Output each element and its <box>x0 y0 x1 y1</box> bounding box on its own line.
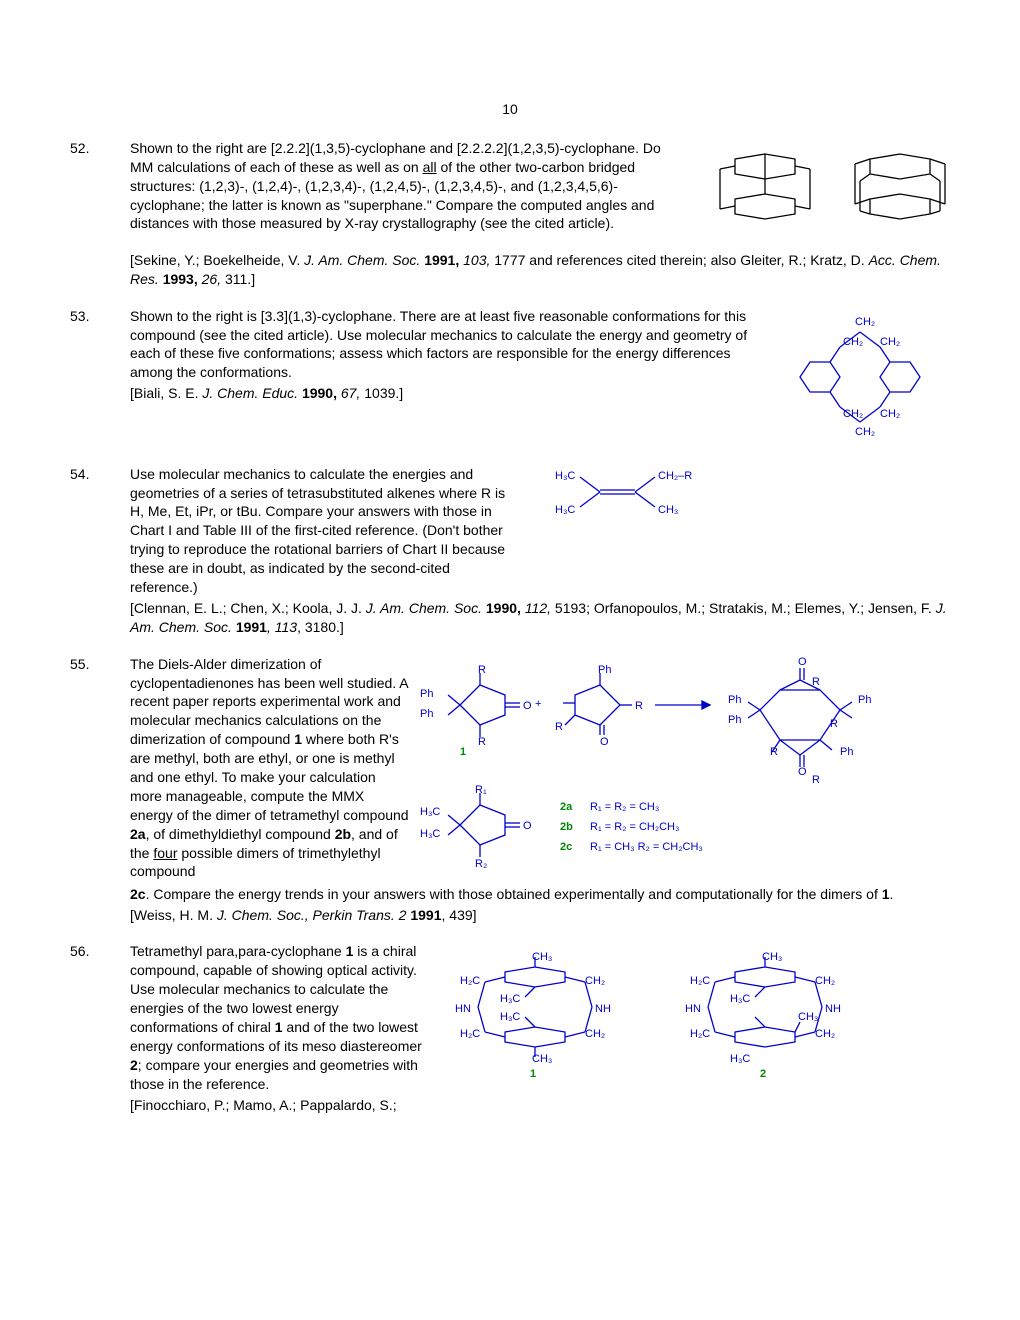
cyclophane-figure <box>690 139 950 249</box>
svg-text:CH₃: CH₃ <box>658 504 678 516</box>
svg-text:H₃C: H₃C <box>500 1011 520 1023</box>
problem-52: 52. Shown to the right are [2.2.2](1,3,5… <box>70 139 950 289</box>
svg-text:H₃C: H₃C <box>420 828 440 840</box>
alkene-figure: H₃C H₃C CH₂–R CH₃ <box>530 465 700 525</box>
svg-text:Ph: Ph <box>728 694 741 706</box>
svg-text:CH₂: CH₂ <box>815 1028 835 1040</box>
svg-text:R: R <box>635 700 643 712</box>
svg-text:CH₃: CH₃ <box>798 1011 818 1023</box>
svg-text:H₂C: H₂C <box>690 1028 710 1040</box>
svg-text:2a: 2a <box>560 801 573 813</box>
problem-55: 55. The Diels-Alder dimerization of cycl… <box>70 655 950 925</box>
cyclophane-33-figure: CH₂ CH₂ CH₂ CH₂ CH₂ CH₂ <box>780 307 950 447</box>
svg-text:1: 1 <box>460 746 466 758</box>
svg-text:2c: 2c <box>560 841 572 853</box>
problem-text: Use molecular mechanics to calculate the… <box>130 465 520 597</box>
item-number: 55. <box>70 655 130 674</box>
svg-text:NH: NH <box>825 1003 841 1015</box>
problem-text: Shown to the right are [2.2.2](1,3,5)-cy… <box>130 139 680 233</box>
svg-text:R₁ = R₂ = CH₂CH₃: R₁ = R₂ = CH₂CH₃ <box>590 821 679 833</box>
svg-text:H₃C: H₃C <box>420 806 440 818</box>
reference: [Clennan, E. L.; Chen, X.; Koola, J. J. … <box>130 599 950 637</box>
svg-text:Ph: Ph <box>598 664 611 676</box>
svg-text:1: 1 <box>530 1068 536 1080</box>
svg-text:R: R <box>555 721 563 733</box>
svg-text:H₃C: H₃C <box>500 993 520 1005</box>
page-number: 10 <box>70 100 950 119</box>
svg-text:R: R <box>478 664 486 676</box>
svg-text:2b: 2b <box>560 821 573 833</box>
paracyclophane-figure: CH₃ H₃C H₃C CH₃ H₂C H₂C CH₂ CH₂ HN NH 1 <box>440 942 900 1092</box>
svg-text:R: R <box>478 736 486 748</box>
svg-text:Ph: Ph <box>420 688 433 700</box>
svg-text:CH₂: CH₂ <box>843 408 863 420</box>
reference: [Biali, S. E. J. Chem. Educ. 1990, 67, 1… <box>130 384 770 403</box>
problem-53: 53. Shown to the right is [3.3](1,3)-cyc… <box>70 307 950 447</box>
svg-text:O: O <box>600 736 609 748</box>
svg-text:H₂C: H₂C <box>690 975 710 987</box>
svg-text:R: R <box>812 676 820 688</box>
svg-text:2: 2 <box>760 1068 766 1080</box>
svg-text:H₃C: H₃C <box>555 470 575 482</box>
svg-text:R: R <box>812 774 820 786</box>
svg-text:CH₂: CH₂ <box>880 408 900 420</box>
svg-text:R₁: R₁ <box>475 784 487 796</box>
reference: [Finocchiaro, P.; Mamo, A.; Pappalardo, … <box>130 1096 430 1115</box>
svg-text:H₂C: H₂C <box>460 975 480 987</box>
reference: [Sekine, Y.; Boekelheide, V. J. Am. Chem… <box>130 251 950 289</box>
svg-text:R₂: R₂ <box>475 858 487 870</box>
problem-54: 54. Use molecular mechanics to calculate… <box>70 465 950 637</box>
svg-text:R: R <box>770 746 778 758</box>
svg-text:CH₂: CH₂ <box>815 975 835 987</box>
svg-text:Ph: Ph <box>858 694 871 706</box>
problem-text: Tetramethyl para,para-cyclophane 1 is a … <box>130 942 430 1114</box>
item-number: 56. <box>70 942 130 961</box>
svg-text:O: O <box>523 820 532 832</box>
svg-text:CH₂: CH₂ <box>855 426 875 438</box>
svg-text:R₁ = R₂ = CH₃: R₁ = R₂ = CH₃ <box>590 801 659 813</box>
svg-text:O: O <box>523 700 532 712</box>
item-number: 53. <box>70 307 130 326</box>
diels-alder-figure: Ph Ph R R O 1 + Ph <box>420 655 920 885</box>
svg-text:CH₃: CH₃ <box>532 951 552 963</box>
svg-text:Ph: Ph <box>840 746 853 758</box>
svg-text:CH₂: CH₂ <box>585 975 605 987</box>
svg-text:H₂C: H₂C <box>460 1028 480 1040</box>
problem-text-continued: 2c. Compare the energy trends in your an… <box>130 885 950 904</box>
svg-text:CH₂: CH₂ <box>880 336 900 348</box>
item-number: 52. <box>70 139 130 158</box>
problem-56: 56. Tetramethyl para,para-cyclophane 1 i… <box>70 942 950 1114</box>
svg-text:CH₃: CH₃ <box>532 1053 552 1065</box>
svg-text:CH₂–R: CH₂–R <box>658 470 692 482</box>
item-number: 54. <box>70 465 130 484</box>
svg-text:Ph: Ph <box>728 714 741 726</box>
svg-text:CH₂: CH₂ <box>843 336 863 348</box>
reference: [Weiss, H. M. J. Chem. Soc., Perkin Tran… <box>130 906 950 925</box>
svg-text:H₃C: H₃C <box>730 993 750 1005</box>
svg-text:O: O <box>798 656 807 668</box>
problem-text: The Diels-Alder dimerization of cyclopen… <box>130 655 410 882</box>
svg-text:HN: HN <box>455 1003 471 1015</box>
svg-text:H₃C: H₃C <box>730 1053 750 1065</box>
svg-text:O: O <box>798 766 807 778</box>
svg-text:NH: NH <box>595 1003 611 1015</box>
svg-text:H₃C: H₃C <box>555 504 575 516</box>
svg-text:CH₂: CH₂ <box>585 1028 605 1040</box>
svg-text:R₁ = CH₃ R₂ = CH₂CH₃: R₁ = CH₃ R₂ = CH₂CH₃ <box>590 841 703 853</box>
svg-text:Ph: Ph <box>420 708 433 720</box>
problem-text: Shown to the right is [3.3](1,3)-cycloph… <box>130 307 770 403</box>
svg-text:R: R <box>830 718 838 730</box>
svg-text:CH₂: CH₂ <box>855 316 875 328</box>
svg-text:+: + <box>535 698 541 710</box>
svg-text:HN: HN <box>685 1003 701 1015</box>
svg-text:CH₃: CH₃ <box>762 951 782 963</box>
